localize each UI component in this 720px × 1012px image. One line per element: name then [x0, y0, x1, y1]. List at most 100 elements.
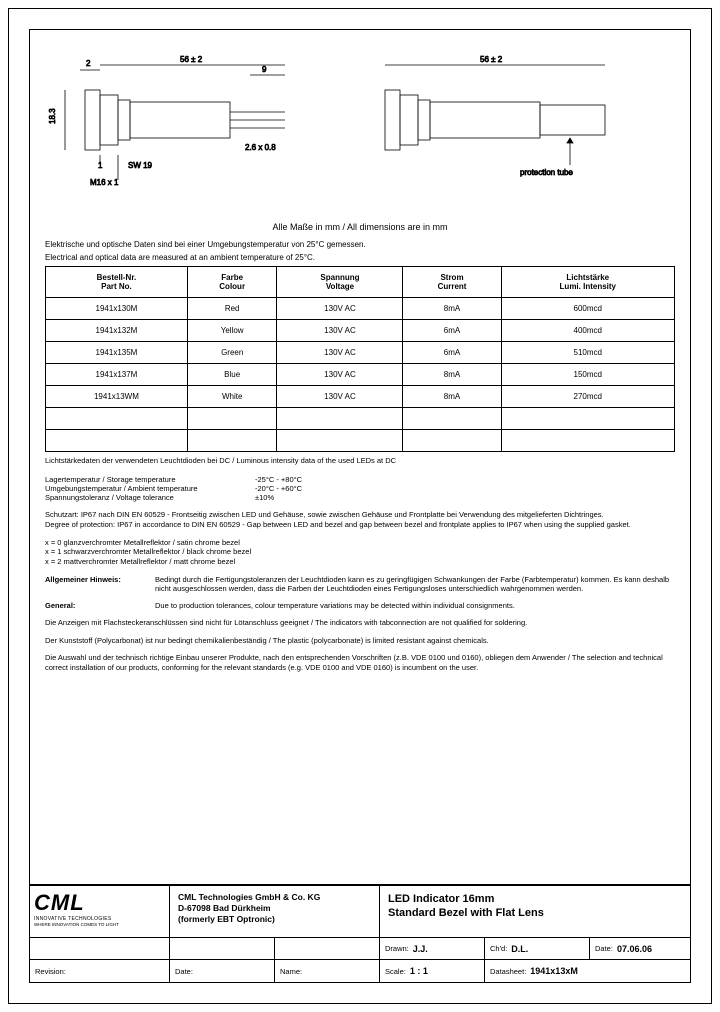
table-cell: 6mA: [403, 342, 501, 364]
table-cell: 130V AC: [277, 320, 403, 342]
table-cell: 8mA: [403, 364, 501, 386]
logo-sub2: WHERE INNOVATION COMES TO LIGHT: [34, 922, 165, 927]
parts-table: Bestell-Nr.Part No.FarbeColourSpannungVo…: [45, 266, 675, 452]
table-row: 1941x137MBlue130V AC8mA150mcd: [46, 364, 675, 386]
table-cell: Yellow: [187, 320, 277, 342]
x-options: x = 0 glanzverchromter Metallreflektor /…: [45, 538, 675, 567]
table-header: StromCurrent: [403, 267, 501, 298]
table-cell: [501, 430, 674, 452]
dim-56a: 56 ± 2: [180, 55, 203, 64]
table-header: SpannungVoltage: [277, 267, 403, 298]
table-cell: 510mcd: [501, 342, 674, 364]
date-cell: Date:07.06.06: [590, 938, 690, 960]
spec-list: Lagertemperatur / Storage temperature-25…: [45, 475, 675, 502]
general-de-label: Allgemeiner Hinweis:: [45, 575, 155, 593]
table-cell: Green: [187, 342, 277, 364]
table-row: 1941x130MRed130V AC8mA600mcd: [46, 298, 675, 320]
table-cell: [403, 430, 501, 452]
table-cell: 1941x132M: [46, 320, 188, 342]
protection-de: Schutzart: IP67 nach DIN EN 60529 - Fron…: [45, 510, 675, 520]
tb-empty3: [275, 938, 380, 960]
dim-h: 18.3: [48, 108, 57, 124]
table-cell: 1941x135M: [46, 342, 188, 364]
technical-drawings: 2 56 ± 2 9 18.3 1 SW 19 M16 x 1 2.6 x 0.…: [45, 50, 675, 210]
table-cell: Red: [187, 298, 277, 320]
intro-en: Electrical and optical data are measured…: [45, 253, 675, 262]
company-l3: (formerly EBT Optronic): [178, 914, 275, 924]
spec-row: Spannungstoleranz / Voltage tolerance±10…: [45, 493, 675, 502]
table-header: LichtstärkeLumi. Intensity: [501, 267, 674, 298]
table-cell: 8mA: [403, 386, 501, 408]
dim-1: 1: [98, 161, 103, 170]
table-row: 1941x13WMWhite130V AC8mA270mcd: [46, 386, 675, 408]
plastic-note: Der Kunststoff (Polycarbonat) ist nur be…: [45, 636, 675, 646]
title-block: CML INNOVATIVE TECHNOLOGIES WHERE INNOVA…: [30, 884, 690, 982]
table-header: FarbeColour: [187, 267, 277, 298]
solder-note: Die Anzeigen mit Flachsteckeranschlüssen…: [45, 618, 675, 628]
x-line: x = 2 mattverchromter Metallreflektor / …: [45, 557, 675, 567]
table-row: 1941x135MGreen130V AC6mA510mcd: [46, 342, 675, 364]
spec-row: Umgebungstemperatur / Ambient temperatur…: [45, 484, 675, 493]
table-cell: [403, 408, 501, 430]
date2-cell: Date:: [170, 960, 275, 982]
table-cell: 130V AC: [277, 364, 403, 386]
page-border: 2 56 ± 2 9 18.3 1 SW 19 M16 x 1 2.6 x 0.…: [8, 8, 712, 1004]
table-cell: 6mA: [403, 320, 501, 342]
table-cell: 130V AC: [277, 386, 403, 408]
table-cell: 130V AC: [277, 298, 403, 320]
table-row: 1941x132MYellow130V AC6mA400mcd: [46, 320, 675, 342]
dim-2: 2: [86, 59, 91, 68]
table-cell: 600mcd: [501, 298, 674, 320]
table-row: [46, 430, 675, 452]
dim-56b: 56 ± 2: [480, 55, 503, 64]
dim-9: 9: [262, 65, 267, 74]
datasheet-cell: Datasheet:1941x13xM: [485, 960, 690, 982]
product-l2: Standard Bezel with Flat Lens: [388, 907, 544, 919]
company-l2: D-67098 Bad Dürkheim: [178, 903, 271, 913]
general-de-text: Bedingt durch die Fertigungstoleranzen d…: [155, 575, 675, 593]
x-line: x = 1 schwarzverchromter Metallreflektor…: [45, 547, 675, 557]
table-cell: 400mcd: [501, 320, 674, 342]
table-cell: 1941x130M: [46, 298, 188, 320]
table-cell: 1941x137M: [46, 364, 188, 386]
tb-empty1: [30, 938, 170, 960]
product-l1: LED Indicator 16mm: [388, 893, 494, 905]
logo-text: CML: [34, 890, 165, 916]
table-cell: [277, 430, 403, 452]
name-cell: Name:: [275, 960, 380, 982]
table-cell: White: [187, 386, 277, 408]
x-line: x = 0 glanzverchromter Metallreflektor /…: [45, 538, 675, 548]
table-cell: 8mA: [403, 298, 501, 320]
table-cell: 150mcd: [501, 364, 674, 386]
table-cell: [46, 430, 188, 452]
dimension-note: Alle Maße in mm / All dimensions are in …: [45, 222, 675, 232]
protection-tube-label: protection tube: [520, 168, 573, 177]
table-row: [46, 408, 675, 430]
content-area: 2 56 ± 2 9 18.3 1 SW 19 M16 x 1 2.6 x 0.…: [30, 30, 690, 673]
table-cell: 270mcd: [501, 386, 674, 408]
table-cell: Blue: [187, 364, 277, 386]
company-cell: CML Technologies GmbH & Co. KG D-67098 B…: [170, 886, 380, 938]
table-header: Bestell-Nr.Part No.: [46, 267, 188, 298]
table-cell: 130V AC: [277, 342, 403, 364]
general-de-row: Allgemeiner Hinweis: Bedingt durch die F…: [45, 575, 675, 593]
dim-thread: M16 x 1: [90, 178, 119, 187]
table-cell: [187, 430, 277, 452]
dim-pin: 2.6 x 0.8: [245, 143, 276, 152]
rev-cell: Revision:: [30, 960, 170, 982]
dim-sw: SW 19: [128, 161, 153, 170]
tb-empty2: [170, 938, 275, 960]
intro-de: Elektrische und optische Daten sind bei …: [45, 240, 675, 249]
table-cell: [187, 408, 277, 430]
company-l1: CML Technologies GmbH & Co. KG: [178, 892, 320, 902]
install-note: Die Auswahl und der technisch richtige E…: [45, 653, 675, 673]
spec-row: Lagertemperatur / Storage temperature-25…: [45, 475, 675, 484]
table-cell: [46, 408, 188, 430]
general-en-row: General: Due to production tolerances, c…: [45, 601, 675, 610]
scale-cell: Scale:1 : 1: [380, 960, 485, 982]
protection-en: Degree of protection: IP67 in accordance…: [45, 520, 675, 530]
drawn-cell: Drawn:J.J.: [380, 938, 485, 960]
general-en-text: Due to production tolerances, colour tem…: [155, 601, 675, 610]
logo-cell: CML INNOVATIVE TECHNOLOGIES WHERE INNOVA…: [30, 886, 170, 938]
inner-border: 2 56 ± 2 9 18.3 1 SW 19 M16 x 1 2.6 x 0.…: [29, 29, 691, 983]
